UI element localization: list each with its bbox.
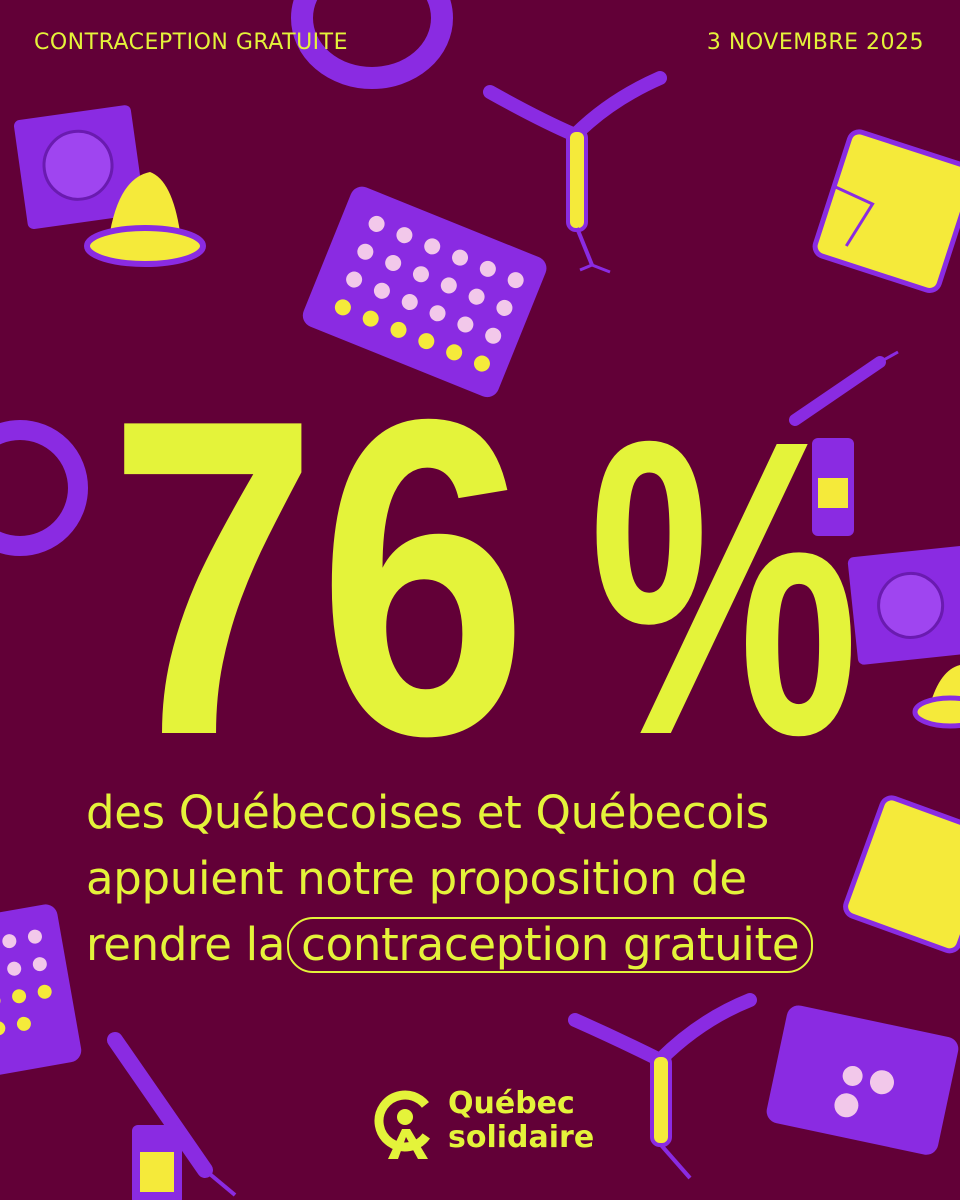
condom-packet-icon	[847, 546, 960, 665]
condom-icon	[912, 665, 960, 729]
vial-icon	[132, 1125, 182, 1200]
syringe-icon	[107, 1032, 237, 1197]
condom-packet-icon	[13, 105, 145, 230]
patch-icon	[812, 129, 960, 293]
quebec-solidaire-logo: Québec solidaire	[370, 1085, 610, 1165]
highlight-pill: contraception gratuite	[287, 917, 814, 973]
logo-line-1: Québec	[448, 1086, 575, 1121]
caption-line-2: appuient notre proposition de	[86, 852, 747, 905]
logo-wordmark: Québec solidaire	[448, 1087, 594, 1155]
caption-line-1: des Québecoises et Québecois	[86, 786, 769, 839]
caption-line-3: rendre la contraception gratuite	[86, 912, 886, 978]
logo-line-2: solidaire	[448, 1120, 595, 1155]
caption-line-3-prefix: rendre la	[86, 918, 286, 971]
stat-percent-symbol: %	[589, 395, 859, 755]
patch-icon	[843, 795, 960, 954]
iud-icon	[483, 71, 667, 274]
vial-icon	[812, 438, 854, 536]
logo-mark-icon	[374, 1090, 436, 1159]
topic-label: CONTRACEPTION GRATUITE	[34, 30, 349, 55]
big-stat: 76 %	[108, 395, 859, 755]
vaginal-ring-icon	[291, 0, 453, 89]
stat-number: 76	[108, 395, 528, 755]
pill-pack-icon	[302, 186, 547, 398]
date-label: 3 NOVEMBRE 2025	[706, 30, 924, 55]
pill-pack-icon	[0, 904, 82, 1078]
iud-icon	[568, 993, 757, 1180]
condom-icon	[84, 172, 206, 267]
syringe-icon	[789, 350, 899, 426]
pill-pack-icon	[766, 1005, 959, 1155]
caption: des Québecoises et Québecois appuient no…	[86, 780, 886, 978]
vaginal-ring-icon	[0, 420, 88, 556]
